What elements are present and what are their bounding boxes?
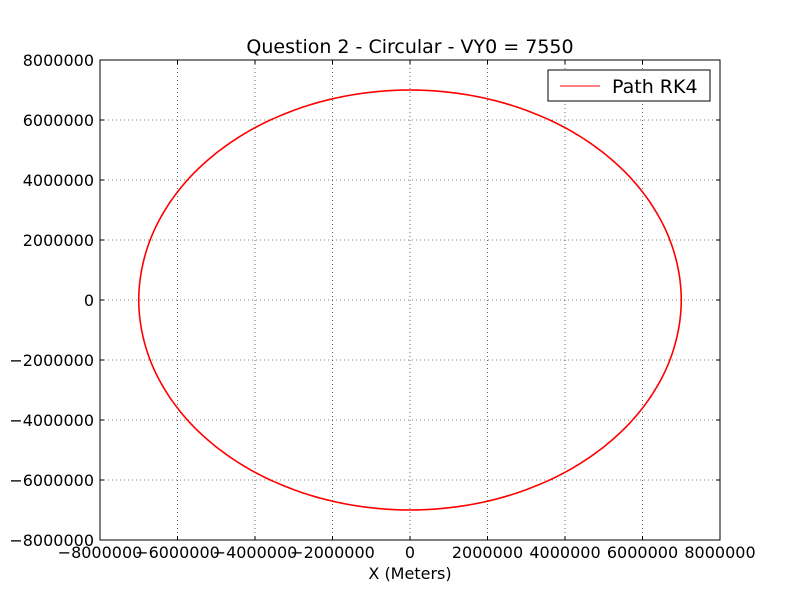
y-tick-label: 8000000 bbox=[23, 51, 94, 70]
x-tick-label: −8000000 bbox=[58, 543, 143, 562]
y-tick-label: 4000000 bbox=[23, 171, 94, 190]
y-tick-label: 0 bbox=[84, 291, 94, 310]
x-tick-label: 4000000 bbox=[529, 543, 600, 562]
y-tick-label: 2000000 bbox=[23, 231, 94, 250]
x-tick-label: −4000000 bbox=[213, 543, 298, 562]
x-tick-label: 8000000 bbox=[684, 543, 755, 562]
y-tick-label: −6000000 bbox=[9, 471, 94, 490]
data-layer bbox=[137, 89, 683, 511]
legend: Path RK4 bbox=[547, 69, 711, 102]
x-tick-label: −2000000 bbox=[290, 543, 375, 562]
x-tick-label: 6000000 bbox=[607, 543, 678, 562]
x-tick-label: 2000000 bbox=[452, 543, 523, 562]
x-tick-label: 0 bbox=[405, 543, 415, 562]
x-tick-label: −6000000 bbox=[135, 543, 220, 562]
plot-area: −8000000−6000000−4000000−2000000 0 2000000… bbox=[9, 51, 755, 562]
grid bbox=[100, 60, 720, 540]
legend-label-path-rk4: Path RK4 bbox=[612, 76, 698, 98]
series-line-path-rk4 bbox=[137, 89, 683, 511]
legend-box bbox=[547, 69, 711, 102]
y-tick-label: −4000000 bbox=[9, 411, 94, 430]
x-axis-label: X (Meters) bbox=[368, 564, 451, 583]
y-tick-label: −8000000 bbox=[9, 531, 94, 550]
chart-title: Question 2 - Circular - VY0 = 7550 bbox=[246, 36, 573, 58]
y-tick-label: −2000000 bbox=[9, 351, 94, 370]
ticks: −8000000−6000000−4000000−2000000 0 2000000… bbox=[9, 51, 755, 562]
y-tick-label: 6000000 bbox=[23, 111, 94, 130]
